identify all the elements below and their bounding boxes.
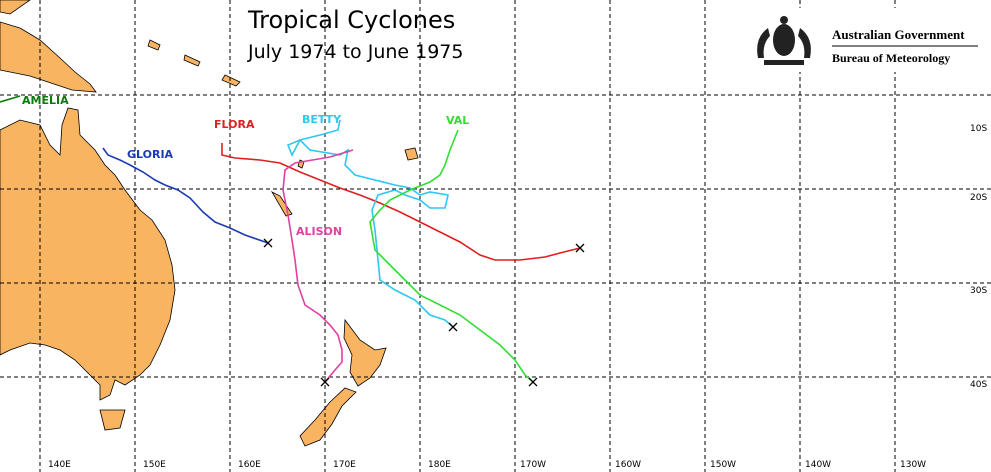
storm-labels: AMELIA GLORIA FLORA BETTY VAL ALISON	[22, 94, 469, 238]
storm-label: BETTY	[302, 113, 342, 126]
emblem	[757, 16, 811, 65]
title: Tropical Cyclones	[247, 6, 455, 34]
lon-label: 140E	[48, 460, 71, 470]
track-val	[369, 129, 534, 383]
lon-label: 160W	[615, 460, 641, 470]
track-betty	[286, 119, 454, 328]
lat-label: 30S	[970, 286, 987, 296]
lat-label: 20S	[970, 193, 987, 203]
lon-label: 140W	[805, 460, 831, 470]
lat-label: 40S	[970, 380, 987, 390]
axis-labels: 140E 150E 160E 170E 180E 170W 160W 150W …	[48, 124, 987, 470]
track-gloria	[102, 147, 269, 244]
logo-line2: Bureau of Meteorology	[832, 51, 950, 65]
logo: Australian Government Bureau of Meteorol…	[742, 8, 987, 72]
track-flora	[221, 143, 581, 261]
lon-label: 150E	[143, 460, 166, 470]
lon-label: 170E	[333, 460, 356, 470]
storm-label: ALISON	[296, 225, 342, 238]
logo-line1: Australian Government	[832, 27, 965, 42]
track-alison	[282, 149, 354, 383]
storm-label: FLORA	[214, 118, 255, 131]
storm-label: VAL	[446, 114, 469, 127]
lon-label: 170W	[520, 460, 546, 470]
lon-label: 180E	[428, 460, 451, 470]
end-markers	[263, 238, 585, 387]
tracks	[0, 95, 585, 387]
lat-label: 10S	[970, 124, 987, 134]
land	[0, 0, 419, 447]
subtitle: July 1974 to June 1975	[247, 41, 464, 63]
lon-label: 130W	[900, 460, 926, 470]
lon-label: 150W	[710, 460, 736, 470]
storm-label: GLORIA	[127, 148, 174, 161]
storm-label: AMELIA	[22, 94, 69, 107]
track-amelia	[0, 95, 21, 103]
lon-label: 160E	[238, 460, 261, 470]
